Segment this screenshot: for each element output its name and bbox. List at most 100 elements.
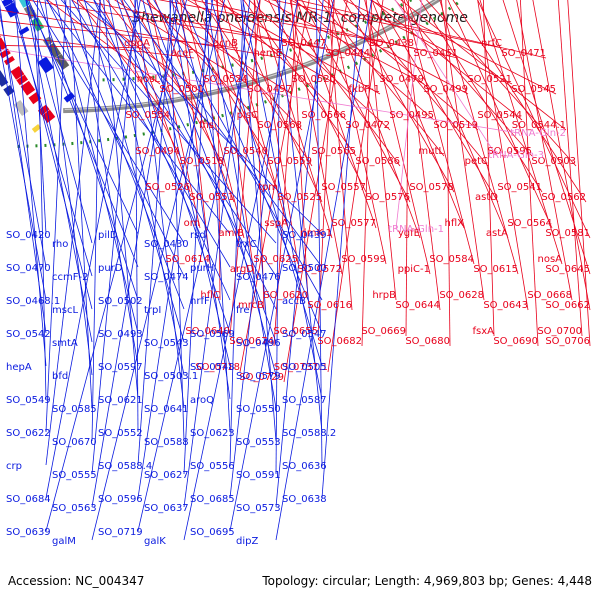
gene-label: SO_0563 — [52, 503, 97, 514]
gene-label: trxC — [236, 239, 257, 250]
gene-label: SO_0641 — [144, 404, 189, 415]
gene-label: orn — [184, 218, 200, 229]
gene-label: SO_0438 — [369, 38, 414, 49]
gene-label: plsC — [237, 110, 258, 121]
gene-label: SO_0591 — [236, 470, 281, 481]
label-leader-line — [371, 0, 523, 121]
gene-label: SO_0472 — [345, 120, 390, 131]
gene-label: SO_0554 — [125, 110, 170, 121]
label-leader-line — [394, 0, 497, 156]
gene-label: SO_0500 — [282, 263, 327, 274]
label-leader-line — [45, 0, 231, 235]
gene-label: SO_0501 — [159, 84, 204, 95]
gene-label: SO_0553 — [236, 437, 281, 448]
gene-label: SO_0502 — [98, 296, 143, 307]
label-leader-line — [63, 0, 185, 310]
gene-label: SO_0578 — [409, 182, 454, 193]
gene-label: SO_0444 — [325, 48, 370, 59]
gene-label: rsd — [190, 230, 206, 241]
gene-label: SO_0565 — [311, 146, 356, 157]
gene-label: SO_0622 — [6, 428, 51, 439]
genome-backbone-highlight — [64, 0, 438, 110]
gene-label: hepA — [6, 362, 32, 373]
gene-label: SO_0545 — [511, 84, 556, 95]
label-leader-line — [328, 0, 387, 265]
label-leader-line — [77, 0, 171, 121]
gene-label: SO_0645 — [545, 264, 590, 275]
gene-label: SO_0621 — [98, 395, 143, 406]
label-leader-line — [181, 0, 323, 334]
gene-label: SO_0588.2 — [282, 428, 336, 439]
label-leader-line — [479, 0, 563, 265]
label-leader-line — [221, 0, 289, 229]
label-leader-line — [0, 9, 283, 59]
label-leader-line — [402, 0, 441, 311]
gene-label: SO_0573 — [236, 503, 281, 514]
label-leader-line — [295, 0, 547, 59]
gene-label: SO_0597 — [98, 362, 143, 373]
gene-label: SO_0559 — [267, 156, 312, 167]
gene-label: SO_0471 — [501, 48, 546, 59]
gene-label: SO_0615 — [473, 264, 518, 275]
label-leader-line — [13, 0, 93, 310]
gene-label: hrpB — [372, 290, 396, 301]
gene-label: SO_0521 — [467, 74, 512, 85]
gene-label: astA — [486, 228, 508, 239]
gene-label: SO_0669 — [361, 326, 406, 337]
label-leader-line — [275, 0, 324, 508]
gene-label: SO_0468.1 — [6, 296, 60, 307]
gene-feature — [20, 80, 36, 96]
gene-label: rho — [52, 239, 68, 250]
gene-label: trpI — [144, 305, 161, 316]
label-leader-line — [174, 0, 277, 376]
gene-label: SO_0579 — [236, 371, 281, 382]
label-leader-line — [183, 0, 251, 508]
label-leader-line — [212, 0, 381, 95]
gene-label: SO_0719 — [98, 527, 143, 538]
gene-label: SO_0564 — [507, 218, 552, 229]
label-leader-line — [191, 0, 459, 59]
gene-feature — [0, 0, 3, 1]
gene-label: tRNA-Gln-3 — [488, 150, 544, 161]
label-leader-line — [171, 0, 231, 400]
gene-label: SO_0690 — [493, 336, 538, 347]
gene-label: astD — [475, 192, 498, 203]
gene-label: SO_0551 — [189, 192, 234, 203]
gene-label: SO_0519 — [433, 120, 478, 131]
label-leader-line — [277, 0, 323, 433]
label-leader-line — [183, 0, 208, 475]
label-leader-line — [219, 0, 347, 121]
gene-label: galK — [144, 536, 166, 547]
gene-feature — [0, 48, 11, 59]
gene-label: SO_0503.1 — [144, 371, 198, 382]
gene-label: purH — [190, 263, 214, 274]
label-leader-line — [369, 0, 557, 95]
label-leader-line — [215, 0, 255, 275]
gene-label: SO_0620 — [263, 290, 308, 301]
gene-label: SO_0547 — [282, 329, 327, 340]
label-leader-line — [239, 0, 310, 373]
gene-label: argD — [230, 264, 254, 275]
gene-label: hemE — [253, 48, 282, 59]
label-leader-line — [46, 0, 185, 277]
label-leader-line — [25, 0, 93, 244]
gene-label: SO_0569 — [190, 329, 235, 340]
gene-label: SO_0668 — [527, 290, 572, 301]
gene-label: SO_0576 — [365, 192, 410, 203]
label-leader-line — [146, 0, 277, 343]
label-leader-line — [154, 0, 235, 203]
label-leader-line — [519, 0, 539, 347]
label-leader-line — [406, 0, 509, 239]
gene-label: SO_0543 — [144, 338, 189, 349]
label-leader-line — [482, 0, 495, 337]
gene-label: SO_0493 — [98, 329, 143, 340]
gene-label: SO_0520 — [291, 74, 336, 85]
label-leader-line — [36, 0, 47, 400]
label-leader-line — [248, 0, 391, 131]
gene-label: fsxA — [473, 326, 495, 337]
label-leader-line — [439, 0, 519, 275]
gene-label: SO_0674 — [229, 336, 274, 347]
label-leader-line — [108, 0, 185, 376]
gene-label: ppiC-1 — [398, 264, 430, 275]
gene-label: SO_0474 — [144, 272, 189, 283]
